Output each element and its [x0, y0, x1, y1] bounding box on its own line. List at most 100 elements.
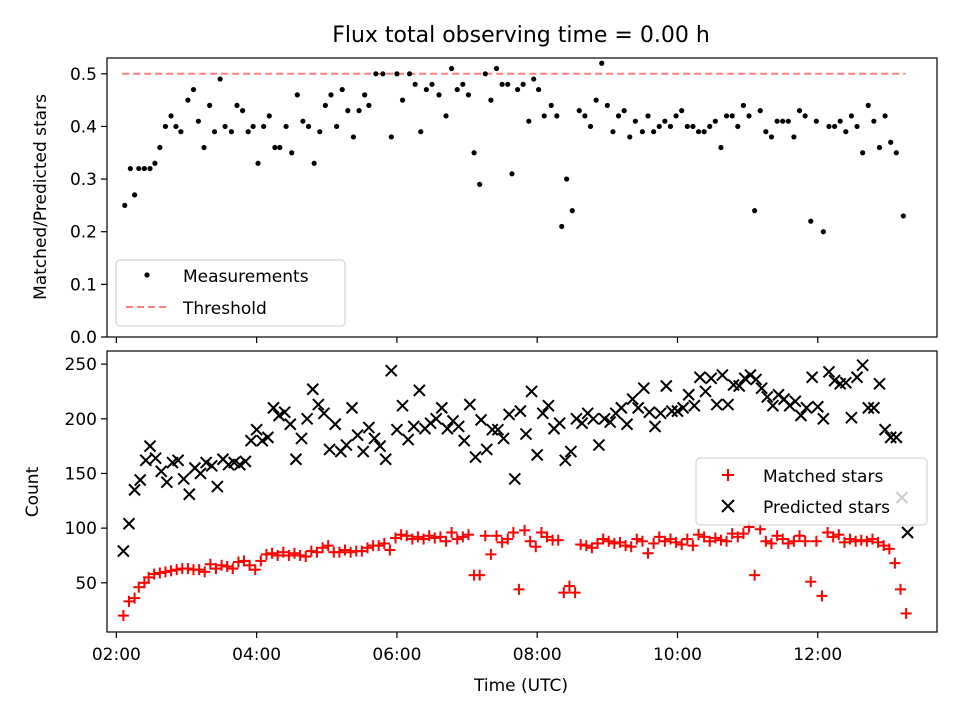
- predicted-star-point: [559, 454, 572, 467]
- matched-star-point: [210, 563, 222, 575]
- top-y-tick-label: 0.4: [70, 117, 97, 137]
- matched-star-point: [199, 566, 211, 578]
- bottom-legend: Matched stars Predicted stars: [695, 457, 928, 526]
- top-legend: Measurements Threshold: [115, 259, 346, 327]
- predicted-star-stroke-b: [458, 434, 471, 447]
- measurement-point: [615, 113, 622, 119]
- predicted-star-point: [878, 423, 892, 436]
- matched-star-point: [631, 533, 643, 545]
- predicted-star-point: [143, 439, 157, 453]
- predicted-star-stroke-b: [452, 420, 465, 433]
- matched-star-point: [519, 524, 531, 536]
- predicted-star-stroke-b: [671, 404, 684, 418]
- predicted-star-stroke-b: [491, 423, 505, 436]
- top-y-ticks: 0.0 0.1 0.2 0.3 0.4 0.5: [70, 65, 107, 348]
- top-panel: Flux total observing time = 0.00 h 0.00.…: [31, 23, 938, 348]
- matched-star-point: [129, 592, 141, 604]
- predicted-star-stroke-b: [581, 407, 594, 420]
- matched-star-point: [311, 546, 323, 558]
- measurement-point: [141, 165, 148, 172]
- bottom-x-axis-label: Time (UTC): [473, 676, 568, 696]
- matched-star-point: [474, 569, 486, 581]
- matched-star-point: [361, 542, 373, 554]
- predicted-star-stroke-b: [469, 450, 482, 464]
- measurement-point: [569, 208, 575, 214]
- predicted-star-point: [183, 488, 196, 501]
- measurement-point: [752, 208, 758, 214]
- matched-star-point: [148, 568, 160, 580]
- predicted-star-stroke-b: [884, 431, 897, 444]
- measurement-point: [610, 129, 616, 135]
- predicted-star-point: [289, 453, 303, 466]
- predicted-star-stroke-b: [643, 406, 656, 419]
- measurement-point: [509, 171, 515, 177]
- predicted-star-point: [699, 385, 712, 398]
- predicted-star-point: [199, 456, 213, 469]
- predicted-star-point: [469, 450, 482, 464]
- bottom-x-tick-label: 08:00: [513, 645, 562, 665]
- predicted-star-point: [732, 379, 746, 393]
- predicted-star-point: [564, 445, 578, 458]
- predicted-star-stroke-b: [256, 434, 269, 447]
- measurement-point: [888, 139, 894, 145]
- predicted-star-stroke-b: [401, 433, 415, 446]
- matched-star-point: [266, 547, 278, 559]
- predicted-star-stroke-b: [139, 454, 153, 467]
- predicted-star-stroke-b: [446, 414, 460, 428]
- predicted-star-stroke-b: [530, 448, 544, 462]
- measurement-point: [826, 123, 832, 130]
- predicted-star-stroke-b: [171, 454, 185, 467]
- predicted-star-stroke-b: [727, 378, 740, 392]
- measurement-point: [266, 113, 272, 119]
- predicted-star-point: [385, 364, 398, 377]
- predicted-star-point: [873, 377, 886, 391]
- measurement-point: [465, 92, 472, 98]
- measurement-point: [152, 160, 158, 166]
- predicted-star-stroke-b: [407, 420, 420, 433]
- predicted-star-point: [890, 431, 903, 444]
- predicted-star-stroke-b: [373, 439, 387, 453]
- predicted-star-stroke-b: [901, 526, 914, 539]
- matched-star-point: [805, 576, 817, 588]
- measurement-point: [564, 176, 570, 182]
- predicted-star-stroke-b: [429, 412, 443, 425]
- predicted-star-point: [272, 409, 286, 422]
- predicted-star-stroke-b: [250, 423, 263, 436]
- measurement-point: [865, 102, 871, 108]
- matched-star-point: [406, 533, 418, 545]
- predicted-star-point: [357, 445, 370, 458]
- legend-threshold-label: Threshold: [182, 299, 267, 319]
- matched-star-point: [395, 529, 407, 541]
- predicted-star-point: [536, 407, 550, 420]
- measurement-point: [662, 118, 668, 124]
- predicted-star-stroke-b: [805, 371, 819, 384]
- predicted-star-stroke-b: [306, 383, 319, 396]
- predicted-star-point: [805, 371, 819, 384]
- bottom-panel: 50 100 150 200 250 02:00 04:00 06:00 08:00 10:00…: [23, 350, 938, 696]
- predicted-star-stroke-b: [390, 423, 404, 436]
- measurement-point: [305, 123, 312, 130]
- predicted-star-point: [749, 373, 763, 386]
- matched-star-point: [664, 533, 676, 545]
- measurement-point: [185, 97, 191, 103]
- predicted-star-point: [716, 368, 729, 382]
- measurement-point: [582, 113, 588, 119]
- matched-star-point: [440, 535, 452, 547]
- measurement-point: [394, 71, 400, 77]
- matched-star-point: [726, 528, 738, 540]
- predicted-star-point: [514, 404, 527, 418]
- measurement-point: [831, 123, 838, 130]
- measurement-point: [882, 113, 888, 119]
- matched-star-point: [580, 540, 592, 552]
- measurement-point: [423, 86, 429, 93]
- bottom-x-tick-label: 10:00: [653, 645, 702, 665]
- predicted-star-stroke-b: [362, 421, 376, 434]
- predicted-star-stroke-b: [514, 404, 527, 418]
- predicted-star-stroke-b: [665, 404, 679, 418]
- legend-matched-marker: [722, 469, 734, 481]
- measurement-point: [723, 113, 730, 119]
- predicted-star-point: [351, 428, 364, 442]
- measurement-point: [228, 129, 234, 135]
- measurement-point: [684, 123, 690, 130]
- measurement-point: [785, 118, 791, 124]
